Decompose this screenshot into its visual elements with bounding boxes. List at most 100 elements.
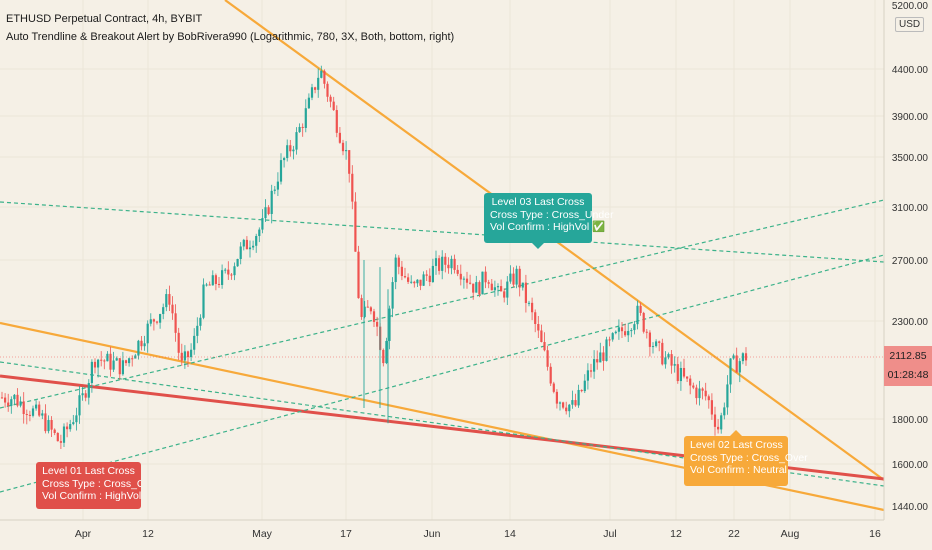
candle-body [115,358,118,361]
candle-body [22,401,25,415]
candle-body [509,273,512,282]
candle-body [62,426,66,443]
candle-body [351,173,354,202]
candle-body [534,312,537,325]
countdown-value: 01:28:48 [887,369,929,381]
candle-body [744,353,748,361]
candle-body [500,286,503,292]
candle-body [93,361,97,368]
candle-body [90,361,93,384]
candle-body [103,360,106,362]
candle-body [661,342,664,365]
candle-body [565,407,568,412]
candle-body [168,294,171,305]
candle-body [679,367,682,382]
candle-body [317,77,320,90]
candle-body [100,359,103,361]
candle-body [332,101,335,111]
candle-body [4,397,7,403]
time-tick-label: 16 [869,528,881,540]
candle-body [568,404,571,412]
candle-body [50,420,53,430]
candle-body [301,126,304,128]
candle-body [44,413,47,432]
candle-body [741,353,744,362]
candle-body [304,108,307,128]
candle-body [341,142,345,152]
price-axis[interactable]: 5200.00 4400.00 3900.00 3500.00 3100.00 2700.… [883,0,932,520]
candle-body [385,340,388,364]
candle-body [416,279,419,284]
candle-body [248,247,252,250]
candle-body [298,126,301,133]
candle-body [41,413,44,416]
candle-body [106,353,109,362]
candle-body [118,358,121,375]
candle-body [627,330,630,336]
time-tick-label: 22 [728,528,740,540]
level-02-title: Level 02 Last Cross [690,439,783,451]
price-tick-label: 3500.00 [892,153,929,164]
candle-body [537,324,540,331]
candle-body [66,426,69,430]
candle-body [503,291,506,298]
candle-body [738,361,741,373]
candle-body [531,302,534,313]
candle-body [441,256,444,271]
price-tick-label: 1600.00 [892,460,929,471]
candle-body [655,341,658,347]
candle-body [732,355,735,359]
candle-body [174,313,177,333]
price-tick-label: 2300.00 [892,317,929,328]
candle-body [242,239,245,247]
candle-body [109,353,112,370]
candle-body [428,275,431,283]
time-axis[interactable]: Apr 12 May 17 Jun 14 Jul 12 22 Aug 16 [0,519,932,550]
candle-body [307,97,310,109]
candle-body [289,145,292,152]
candle-body [97,359,100,368]
level-03-title: Level 03 Last Cross [491,196,585,208]
candle-body [329,96,332,102]
candle-body [273,189,276,191]
candle-body [224,269,227,271]
candle-body [338,132,341,143]
candle-body [270,190,273,214]
candle-body [673,364,676,366]
candle-body [382,349,385,364]
trendline-5 [0,199,885,409]
candle-body [574,400,577,406]
level-02-cross-label: Level 02 Last Cross Cross Type : Cross_O… [684,430,808,486]
time-axis-ticks: Apr 12 May 17 Jun 14 Jul 12 22 Aug 16 [75,528,881,540]
candle-body [199,317,202,326]
candle-body [78,395,81,416]
candle-body [354,201,357,252]
trendline-6 [0,254,885,493]
candle-body [292,149,295,152]
candle-body [137,340,140,356]
candle-body [177,332,180,353]
candle-body [233,266,236,276]
candle-body [465,278,469,283]
candle-body [593,359,596,372]
candle-body [372,311,376,322]
candle-body [205,284,208,286]
candle-body [31,408,35,416]
candle-body [720,415,723,430]
time-tick-label: 14 [504,528,516,540]
indicator-title[interactable]: Auto Trendline & Breakout Alert by BobRi… [6,31,455,43]
candle-body [422,274,425,286]
candle-body [28,414,31,416]
candle-body [580,389,583,392]
level-03-cross-type: Cross Type : Cross_Under [490,208,614,221]
currency-label[interactable]: USD [895,17,925,32]
candle-body [221,270,224,285]
candle-body [140,340,143,347]
candle-body [159,314,162,323]
level-01-title: Level 01 Last Cross [42,465,135,477]
candle-body [193,335,196,350]
trendline-4 [0,201,885,263]
candle-body [459,273,462,280]
candle-body [10,399,13,406]
candle-body [704,390,707,397]
